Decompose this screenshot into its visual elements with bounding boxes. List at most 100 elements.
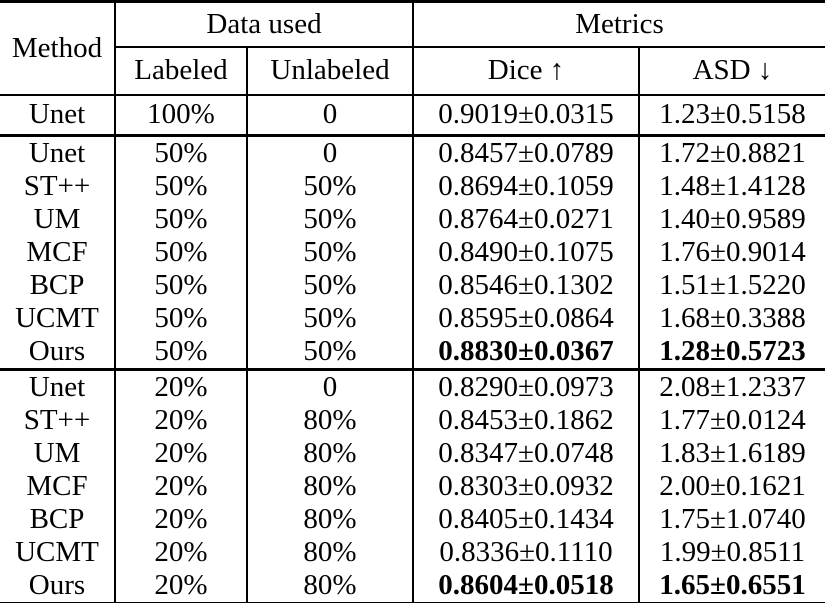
cell-dice: 0.9019±0.0315 [412,95,639,136]
cell-labeled: 20% [114,503,247,536]
table-row: UM 20% 80% 0.8347±0.0748 1.83±1.6189 [0,437,825,470]
cell-unlabeled: 50% [246,302,413,335]
cell-method: Unet [0,134,115,170]
cell-method: UCMT [15,302,99,334]
section-fully-supervised: Unet 100% 0 0.9019±0.0315 1.23±0.5158 [0,95,825,136]
cell-dice: 0.8457±0.0789 [412,134,639,170]
cell-method: UCMT [15,536,99,568]
cell-asd: 2.08±1.2337 [638,368,825,404]
cell-method: UM [33,203,81,235]
cell-dice: 0.8830±0.0367 [412,335,639,370]
col-header-asd: ASD ↓ [638,47,825,96]
table-row: BCP 50% 50% 0.8546±0.1302 1.51±1.5220 [0,269,825,302]
cell-labeled: 20% [114,437,247,470]
cell-labeled: 20% [114,368,247,404]
cell-asd: 1.75±1.0740 [638,503,825,536]
cell-unlabeled: 0 [246,95,413,136]
cell-asd: 1.40±0.9589 [638,203,825,236]
header-row-groups: Method Data used Metrics [0,1,825,96]
cell-asd: 1.48±1.4128 [638,170,825,203]
table-row: Ours 50% 50% 0.8830±0.0367 1.28±0.5723 [0,335,825,370]
cell-labeled: 50% [114,203,247,236]
cell-dice: 0.8490±0.1075 [412,236,639,269]
table-row: MCF 20% 80% 0.8303±0.0932 2.00±0.1621 [0,470,825,503]
section-20-percent: Unet 20% 0 0.8290±0.0973 2.08±1.2337 ST++ 20% 8… [0,368,825,603]
table-row: Unet 100% 0 0.9019±0.0315 1.23±0.5158 [0,95,825,136]
cell-method: Unet [0,368,115,404]
cell-dice: 0.8290±0.0973 [412,368,639,404]
cell-unlabeled: 50% [246,269,413,302]
cell-labeled: 20% [114,404,247,437]
cell-dice: 0.8595±0.0864 [412,302,639,335]
table-row: MCF 50% 50% 0.8490±0.1075 1.76±0.9014 [0,236,825,269]
cell-unlabeled: 80% [246,470,413,503]
cell-dice: 0.8336±0.1110 [412,536,639,569]
table-row: BCP 20% 80% 0.8405±0.1434 1.75±1.0740 [0,503,825,536]
cell-dice: 0.8604±0.0518 [412,569,639,603]
cell-dice: 0.8347±0.0748 [412,437,639,470]
cell-method: BCP [29,503,85,535]
cell-unlabeled: 0 [246,134,413,170]
cell-unlabeled: 50% [246,170,413,203]
cell-dice: 0.8453±0.1862 [412,404,639,437]
cell-method: MCF [26,236,88,268]
cell-labeled: 50% [114,302,247,335]
cell-asd: 2.00±0.1621 [638,470,825,503]
cell-labeled: 50% [114,134,247,170]
cell-asd: 1.77±0.0124 [638,404,825,437]
cell-method: Ours [28,335,86,367]
cell-labeled: 100% [114,95,247,136]
section-50-percent: Unet 50% 0 0.8457±0.0789 1.72±0.8821 ST++ 50% 5… [0,134,825,370]
cell-unlabeled: 50% [246,236,413,269]
cell-labeled: 50% [114,170,247,203]
cell-method: Ours [28,569,86,601]
cell-unlabeled: 50% [246,335,413,370]
cell-asd: 1.99±0.8511 [638,536,825,569]
cell-dice: 0.8546±0.1302 [412,269,639,302]
cell-method: MCF [26,470,88,502]
cell-asd: 1.72±0.8821 [638,134,825,170]
header-row-columns: Labeled Unlabeled Dice ↑ ASD ↓ [0,47,825,96]
cell-asd: 1.83±1.6189 [638,437,825,470]
cell-labeled: 20% [114,569,247,603]
cell-labeled: 50% [114,335,247,370]
col-header-unlabeled: Unlabeled [246,47,413,96]
cell-unlabeled: 80% [246,503,413,536]
cell-dice: 0.8694±0.1059 [412,170,639,203]
table-row: ST++ 20% 80% 0.8453±0.1862 1.77±0.0124 [0,404,825,437]
cell-unlabeled: 80% [246,536,413,569]
table-row: Unet 20% 0 0.8290±0.0973 2.08±1.2337 [0,368,825,404]
cell-asd: 1.65±0.6551 [638,569,825,603]
cell-dice: 0.8405±0.1434 [412,503,639,536]
cell-labeled: 20% [114,470,247,503]
col-group-header-data-used: Data used [114,1,413,48]
table-row: ST++ 50% 50% 0.8694±0.1059 1.48±1.4128 [0,170,825,203]
table-row: UM 50% 50% 0.8764±0.0271 1.40±0.9589 [0,203,825,236]
cell-method: ST++ [23,404,91,436]
cell-asd: 1.76±0.9014 [638,236,825,269]
col-header-labeled: Labeled [114,47,247,96]
cell-method: ST++ [23,170,91,202]
cell-method: UM [33,437,81,469]
cell-labeled: 50% [114,236,247,269]
cell-asd: 1.28±0.5723 [638,335,825,370]
cell-unlabeled: 80% [246,404,413,437]
cell-asd: 1.51±1.5220 [638,269,825,302]
table-row: Unet 50% 0 0.8457±0.0789 1.72±0.8821 [0,134,825,170]
col-header-method: Method [0,1,115,96]
table-row: Ours 20% 80% 0.8604±0.0518 1.65±0.6551 [0,569,825,603]
table-row: UCMT 20% 80% 0.8336±0.1110 1.99±0.8511 [0,536,825,569]
table-row: UCMT 50% 50% 0.8595±0.0864 1.68±0.3388 [0,302,825,335]
cell-labeled: 50% [114,269,247,302]
cell-unlabeled: 0 [246,368,413,404]
cell-unlabeled: 80% [246,437,413,470]
cell-unlabeled: 80% [246,569,413,603]
cell-asd: 1.23±0.5158 [638,95,825,136]
cell-dice: 0.8303±0.0932 [412,470,639,503]
cell-method: BCP [29,269,85,301]
col-group-header-metrics: Metrics [412,1,825,48]
col-header-dice: Dice ↑ [412,47,639,96]
cell-asd: 1.68±0.3388 [638,302,825,335]
